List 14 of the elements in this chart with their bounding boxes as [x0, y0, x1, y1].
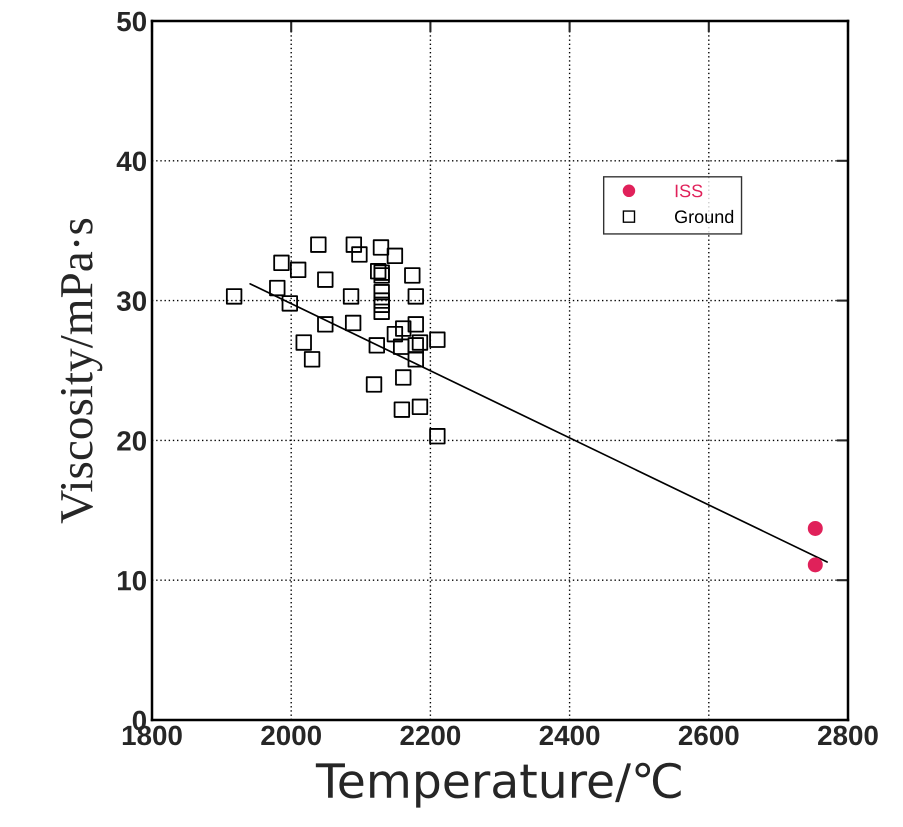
x-tick-label: 2400 — [540, 726, 600, 746]
x-tick-label: 2800 — [818, 726, 878, 746]
y-tick-label: 50 — [117, 12, 146, 32]
x-tick-label: 2600 — [678, 726, 739, 746]
y-tick-label: 30 — [116, 291, 146, 311]
legend-label: Ground — [675, 210, 734, 224]
y-tick-label: 10 — [118, 570, 146, 591]
y-tick-label: 40 — [116, 151, 146, 172]
x-tick-label: 2200 — [400, 726, 460, 746]
y-tick-label: 20 — [117, 431, 146, 451]
y-axis-title: Viscosity/mPa·s — [60, 218, 102, 524]
x-axis-title: Temperature/℃ — [316, 762, 681, 808]
legend-label: ISS — [676, 184, 702, 198]
x-tick-label: 2000 — [261, 726, 321, 746]
